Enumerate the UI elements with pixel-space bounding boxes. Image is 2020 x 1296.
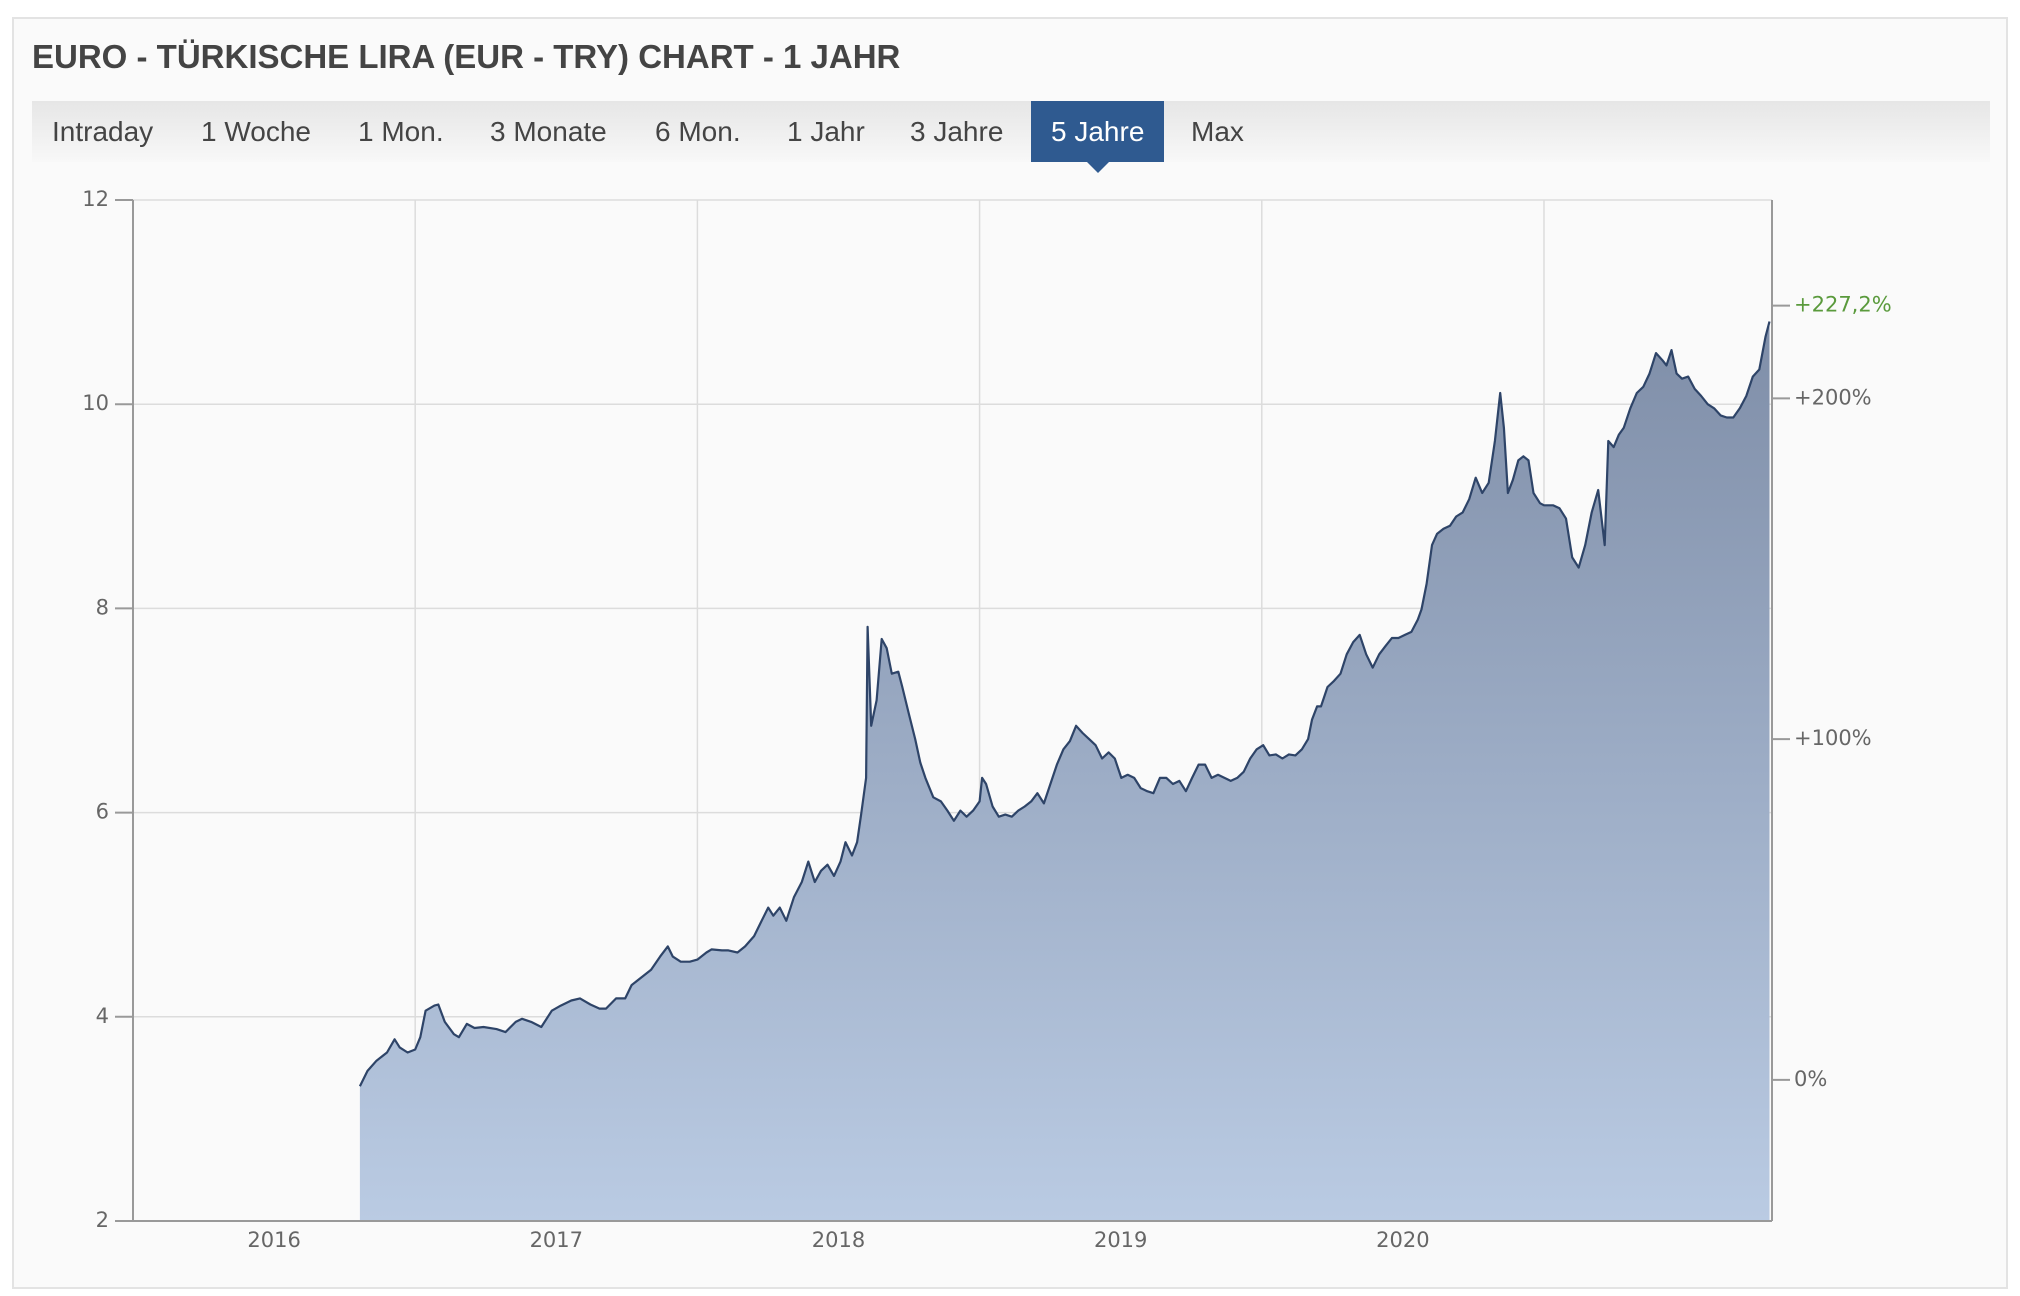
x-tick-label: 2016 bbox=[247, 1228, 300, 1252]
chart-title: EURO - TÜRKISCHE LIRA (EUR - TRY) CHART … bbox=[32, 38, 901, 75]
tab-button[interactable]: 3 Jahre bbox=[910, 116, 1004, 147]
y-tick-label: 12 bbox=[82, 187, 109, 211]
x-tick-label: 2020 bbox=[1376, 1228, 1429, 1252]
y-tick-label: 10 bbox=[82, 391, 109, 415]
x-tick-label: 2017 bbox=[530, 1228, 583, 1252]
x-tick-label: 2019 bbox=[1094, 1228, 1147, 1252]
change-label: +227,2% bbox=[1794, 293, 1892, 317]
tab-button[interactable]: 1 Jahr bbox=[787, 116, 865, 147]
tab-button[interactable]: 1 Woche bbox=[201, 116, 311, 147]
x-tick-label: 2018 bbox=[812, 1228, 865, 1252]
tab-button[interactable]: 6 Mon. bbox=[655, 116, 741, 147]
y-tick-label: 4 bbox=[96, 1004, 109, 1028]
tab-button[interactable]: Max bbox=[1191, 116, 1244, 147]
tab-bar: Intraday 1 Woche 1 Mon. 3 Monate 6 Mon. 1 Jah… bbox=[32, 101, 1990, 173]
tab-button[interactable]: Intraday bbox=[52, 116, 154, 147]
tab-button[interactable]: 3 Monate bbox=[490, 116, 607, 147]
area-fill bbox=[359, 321, 1770, 1221]
y2-tick-label: 0% bbox=[1794, 1067, 1827, 1091]
tab-button[interactable]: 5 Jahre bbox=[1031, 101, 1165, 173]
y2-tick-label: +100% bbox=[1794, 726, 1872, 750]
line bbox=[358, 321, 1771, 1087]
tab-button[interactable]: 1 Mon. bbox=[358, 116, 444, 147]
y-tick-label: 2 bbox=[96, 1208, 109, 1232]
y2-tick-label: +200% bbox=[1794, 385, 1872, 409]
y-tick-label: 8 bbox=[96, 595, 109, 619]
y-tick-label: 6 bbox=[96, 800, 109, 824]
